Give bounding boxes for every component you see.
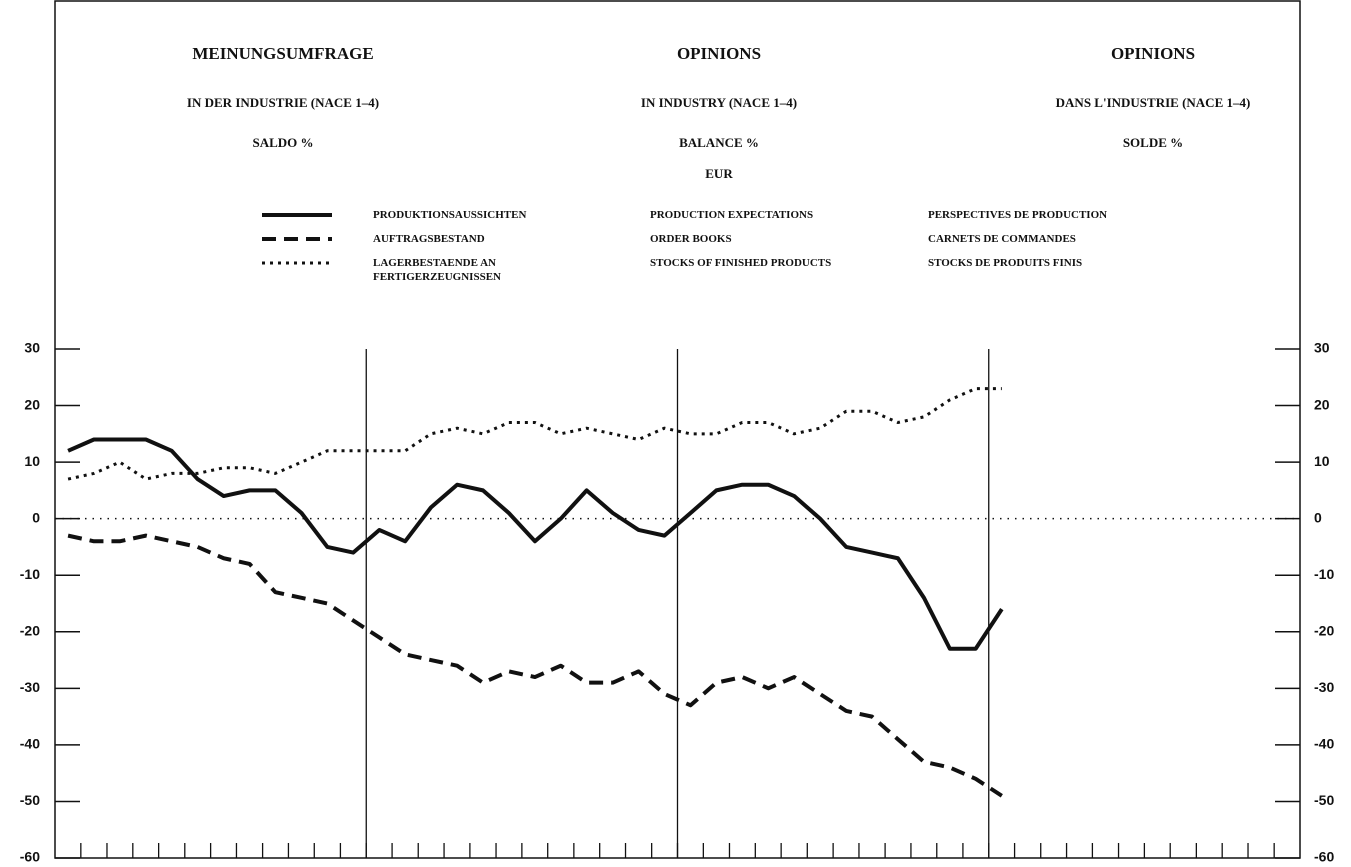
header-unit: SOLDE % — [1122, 135, 1184, 150]
header-title: OPINIONS — [1110, 44, 1196, 63]
legend-label-fr: STOCKS DE PRODUITS FINIS — [928, 257, 1083, 269]
header-subtitle: IN DER INDUSTRIE (NACE 1–4) — [186, 95, 380, 110]
legend-label: LAGERBESTAENDE AN FERTIGERZEUGNISSEN — [373, 257, 501, 283]
y-tick-label: -50 — [20, 792, 40, 808]
x-tick-label: 1991 — [502, 866, 542, 867]
series-line — [67, 533, 1003, 798]
legend-label: AUFTRAGSBESTAND — [373, 233, 485, 245]
header-title: MEINUNGSUMFRAGE — [192, 44, 374, 63]
y2-tick-label: 20 — [1314, 396, 1330, 412]
y-tick-label: 30 — [24, 340, 40, 356]
y-tick-label: -10 — [20, 566, 40, 582]
y-tick-label: -30 — [20, 679, 40, 695]
y-tick-label: -20 — [20, 622, 40, 638]
y2-tick-label: -30 — [1314, 679, 1334, 695]
y-tick-label: 10 — [24, 453, 40, 469]
header-title: OPINIONS — [676, 44, 762, 63]
legend-label-en: ORDER BOOKS — [650, 233, 732, 245]
legend-label-fr: CARNETS DE COMMANDES — [928, 233, 1076, 245]
x-tick-label: 1992 — [813, 866, 853, 867]
header-subtitle: DANS L'INDUSTRIE (NACE 1–4) — [1055, 95, 1251, 110]
y-tick-label: 0 — [32, 509, 40, 525]
legend-label-en: PRODUCTION EXPECTATIONS — [650, 209, 814, 221]
y2-tick-label: -10 — [1314, 566, 1334, 582]
y2-tick-label: 10 — [1314, 453, 1330, 469]
y2-tick-label: 30 — [1314, 340, 1330, 356]
y2-tick-label: -50 — [1314, 792, 1334, 808]
legend-label-fr: PERSPECTIVES DE PRODUCTION — [928, 209, 1108, 221]
y-tick-label: 20 — [24, 396, 40, 412]
header-unit: SALDO % — [252, 135, 314, 150]
legend-label: PRODUKTIONSAUSSICHTEN — [373, 209, 527, 221]
header-unit: BALANCE % — [679, 135, 759, 150]
series-line — [67, 437, 1004, 651]
legend-label-en: STOCKS OF FINISHED PRODUCTS — [650, 257, 832, 269]
y2-tick-label: -40 — [1314, 736, 1334, 752]
y2-tick-label: -20 — [1314, 622, 1334, 638]
y-tick-label: -60 — [20, 849, 40, 865]
x-tick-label: 1993 — [1124, 866, 1164, 867]
header-subtitle: IN INDUSTRY (NACE 1–4) — [640, 95, 798, 110]
y2-tick-label: -60 — [1314, 849, 1334, 865]
series-line — [67, 387, 1002, 481]
x-tick-label: 1990 — [191, 866, 231, 867]
y-tick-label: -40 — [20, 736, 40, 752]
header-region: EUR — [705, 166, 733, 181]
y2-tick-label: 0 — [1314, 509, 1322, 525]
